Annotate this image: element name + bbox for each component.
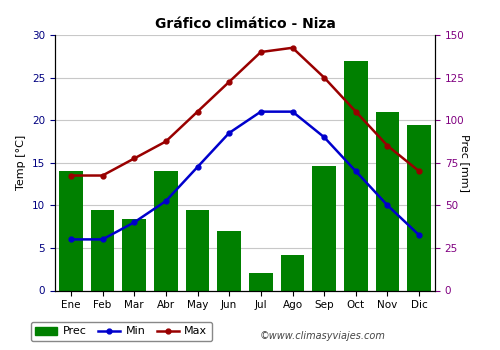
Bar <box>122 219 146 290</box>
Bar <box>249 273 272 290</box>
Bar <box>312 166 336 290</box>
Y-axis label: Prec [mm]: Prec [mm] <box>460 134 470 192</box>
Bar <box>218 231 241 290</box>
Bar <box>280 255 304 290</box>
Text: ©www.climasyviajes.com: ©www.climasyviajes.com <box>260 331 386 341</box>
Bar <box>154 171 178 290</box>
Legend: Prec, Min, Max: Prec, Min, Max <box>30 322 212 341</box>
Y-axis label: Temp [°C]: Temp [°C] <box>16 135 26 190</box>
Title: Gráfico climático - Niza: Gráfico climático - Niza <box>154 17 336 31</box>
Bar <box>90 210 114 290</box>
Bar <box>59 171 82 290</box>
Bar <box>376 112 400 290</box>
Bar <box>408 125 431 290</box>
Bar <box>344 61 368 290</box>
Bar <box>186 210 210 290</box>
